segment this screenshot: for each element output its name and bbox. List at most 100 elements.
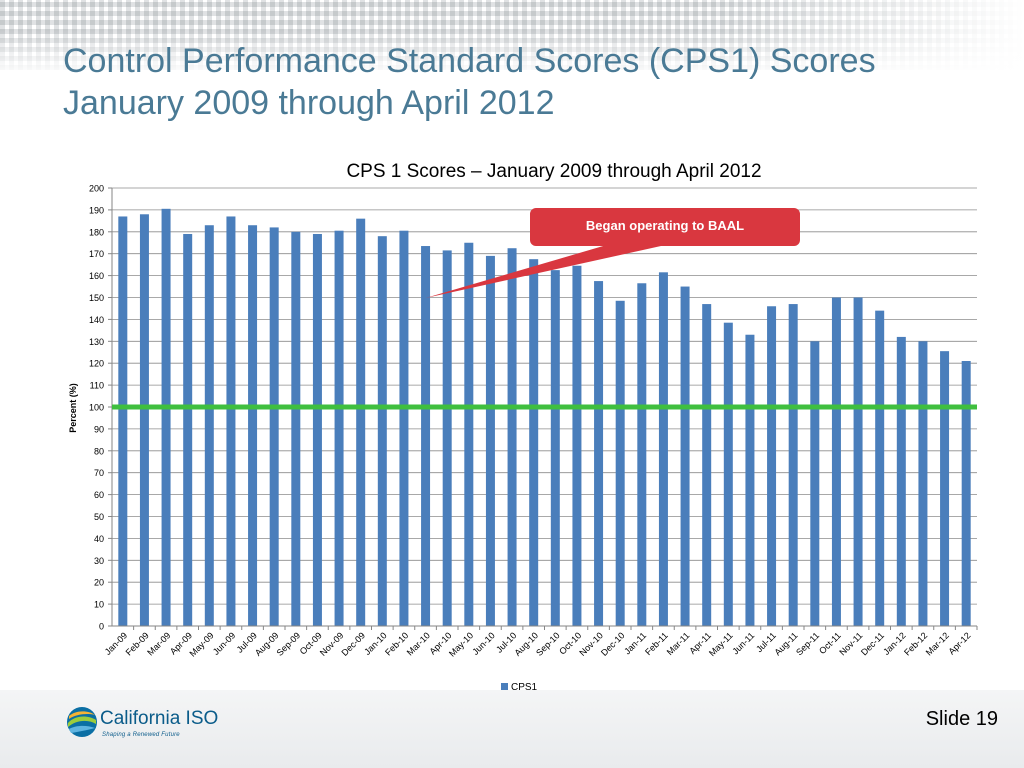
bar: [658, 272, 668, 626]
bar: [161, 208, 171, 626]
bar: [745, 334, 755, 626]
x-tick-label: Feb-12: [902, 630, 929, 657]
bar: [118, 216, 128, 626]
bar: [680, 286, 690, 626]
logo-name: California ISO: [100, 708, 219, 729]
x-tick-label: Jun-10: [470, 630, 497, 657]
x-tick-label: Jun-11: [730, 630, 756, 656]
bar: [204, 225, 214, 626]
legend: CPS1: [501, 682, 538, 693]
y-axis-label: Percent (%): [68, 383, 78, 433]
bar: [723, 322, 733, 626]
bar: [226, 216, 236, 626]
bar: [550, 270, 560, 626]
bar: [875, 310, 885, 626]
y-tick-label: 160: [89, 271, 104, 281]
bar: [507, 248, 517, 626]
header-fade: [0, 30, 1024, 75]
x-tick-label: Dec-10: [599, 630, 627, 658]
y-tick-label: 60: [94, 490, 104, 500]
legend-swatch: [501, 683, 508, 690]
bar: [399, 230, 409, 626]
y-tick-label: 0: [99, 622, 104, 632]
y-tick-label: 90: [94, 424, 104, 434]
x-tick-label: Feb-10: [383, 630, 410, 657]
x-tick-label: Apr-12: [946, 630, 972, 656]
y-tick-label: 40: [94, 534, 104, 544]
y-tick-label: 130: [89, 337, 104, 347]
bar: [421, 246, 431, 626]
slide-title-line1: Control Performance Standard Scores (CPS…: [63, 42, 876, 80]
footer-band: [0, 690, 1024, 768]
callout-box: [530, 208, 800, 246]
bar: [485, 255, 495, 626]
y-tick-label: 20: [94, 578, 104, 588]
y-tick-label: 70: [94, 468, 104, 478]
callout-pointer: [425, 244, 670, 299]
x-tick-label: Sep-09: [275, 630, 303, 658]
slide-title: Control Performance Standard Scores (CPS…: [63, 40, 1003, 124]
bar: [702, 304, 712, 626]
x-tick-label: Sep-11: [794, 630, 821, 657]
bar: [831, 297, 841, 626]
y-tick-label: 100: [89, 403, 104, 413]
cps1-bar-chart: CPS 1 Scores – January 2009 through Apri…: [68, 161, 978, 693]
bar: [918, 341, 928, 626]
bar: [291, 231, 301, 627]
y-tick-label: 150: [89, 293, 104, 303]
x-tick-label: Nov-11: [837, 630, 864, 657]
bar: [464, 242, 474, 626]
bar: [896, 336, 906, 626]
bar: [767, 306, 777, 626]
y-tick-label: 180: [89, 227, 104, 237]
california-iso-logo: California ISO Shaping a Renewed Future: [66, 704, 246, 744]
chart-panel: CPS 1 Scores – January 2009 through Apri…: [52, 150, 992, 700]
x-tick-label: May-09: [187, 630, 215, 658]
bar: [529, 259, 539, 626]
y-tick-label: 140: [89, 315, 104, 325]
bar: [615, 300, 625, 626]
y-tick-label: 80: [94, 446, 104, 456]
bar: [940, 351, 950, 626]
x-tick-label: Jun-09: [211, 630, 238, 657]
bar: [269, 227, 279, 627]
bar: [594, 281, 604, 626]
bars: [118, 208, 971, 627]
y-tick-label: 170: [89, 249, 104, 259]
bar: [248, 225, 258, 626]
y-axis-ticks: 0 10 20 30 40 50 60 70 80 90 100 110 120 130 140 150 160…: [89, 184, 112, 632]
logo-tagline: Shaping a Renewed Future: [102, 732, 180, 738]
annotation-callout: Began operating to BAAL: [425, 208, 800, 299]
y-tick-label: 110: [90, 381, 104, 391]
bar: [139, 214, 149, 626]
bar: [572, 265, 582, 626]
bar: [183, 233, 193, 626]
x-tick-label: Dec-09: [340, 630, 368, 658]
slide-title-line2: January 2009 through April 2012: [63, 84, 555, 122]
callout-text: Began operating to BAAL: [586, 218, 744, 233]
bar: [637, 283, 647, 626]
bar: [788, 304, 798, 626]
y-tick-label: 30: [94, 556, 104, 566]
x-tick-label: Mar-11: [665, 630, 692, 657]
x-tick-label: Mar-10: [405, 630, 432, 657]
y-tick-label: 200: [89, 184, 104, 194]
y-tick-label: 190: [89, 205, 104, 215]
x-axis-ticks: Jan-09Feb-09Mar-09Apr-09May-09Jun-09Jul-…: [103, 626, 978, 659]
bar: [961, 361, 971, 626]
bar: [312, 233, 322, 626]
x-tick-label: Feb-09: [124, 630, 151, 657]
x-tick-label: Mar-09: [145, 630, 172, 657]
bar: [442, 250, 452, 626]
y-tick-label: 10: [94, 600, 104, 610]
y-tick-label: 50: [94, 512, 104, 522]
x-tick-label: Aug-11: [772, 630, 799, 657]
chart-title: CPS 1 Scores – January 2009 through Apri…: [346, 161, 761, 182]
bar: [853, 297, 863, 626]
bar: [356, 218, 366, 626]
bar: [810, 341, 820, 626]
x-tick-label: Mar-12: [924, 630, 951, 657]
y-tick-label: 120: [89, 359, 104, 369]
x-tick-label: May-10: [447, 630, 475, 658]
x-tick-label: Sep-10: [534, 630, 562, 658]
